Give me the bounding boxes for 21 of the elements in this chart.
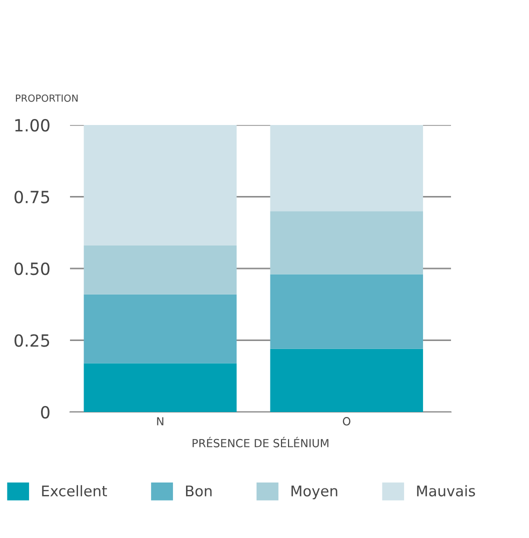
legend-label: Excellent xyxy=(42,485,107,496)
y-tick-label: 0.50 xyxy=(14,262,50,276)
legend-label: Moyen xyxy=(292,486,338,500)
bar xyxy=(84,363,237,412)
y-axis-title: PROPORTION xyxy=(16,94,78,102)
y-tick-label: 0.75 xyxy=(14,190,50,204)
y-tick-label: 0 xyxy=(41,406,50,419)
x-axis-title: PRÉSENCE DE SÉLÉNIUM xyxy=(192,436,328,448)
bar xyxy=(84,125,237,246)
x-tick-label: O xyxy=(342,417,350,426)
x-tick-label: N xyxy=(157,417,164,426)
bar xyxy=(270,125,424,212)
y-tick-label: 1.00 xyxy=(15,118,50,132)
legend-label: Mauvais xyxy=(417,485,476,496)
legend-label: Bon xyxy=(186,486,212,496)
bar xyxy=(84,294,237,364)
bar xyxy=(270,348,424,412)
y-tick-label: 0.25 xyxy=(14,334,50,347)
bar xyxy=(270,211,424,274)
bar xyxy=(84,246,237,294)
bar xyxy=(270,274,424,349)
